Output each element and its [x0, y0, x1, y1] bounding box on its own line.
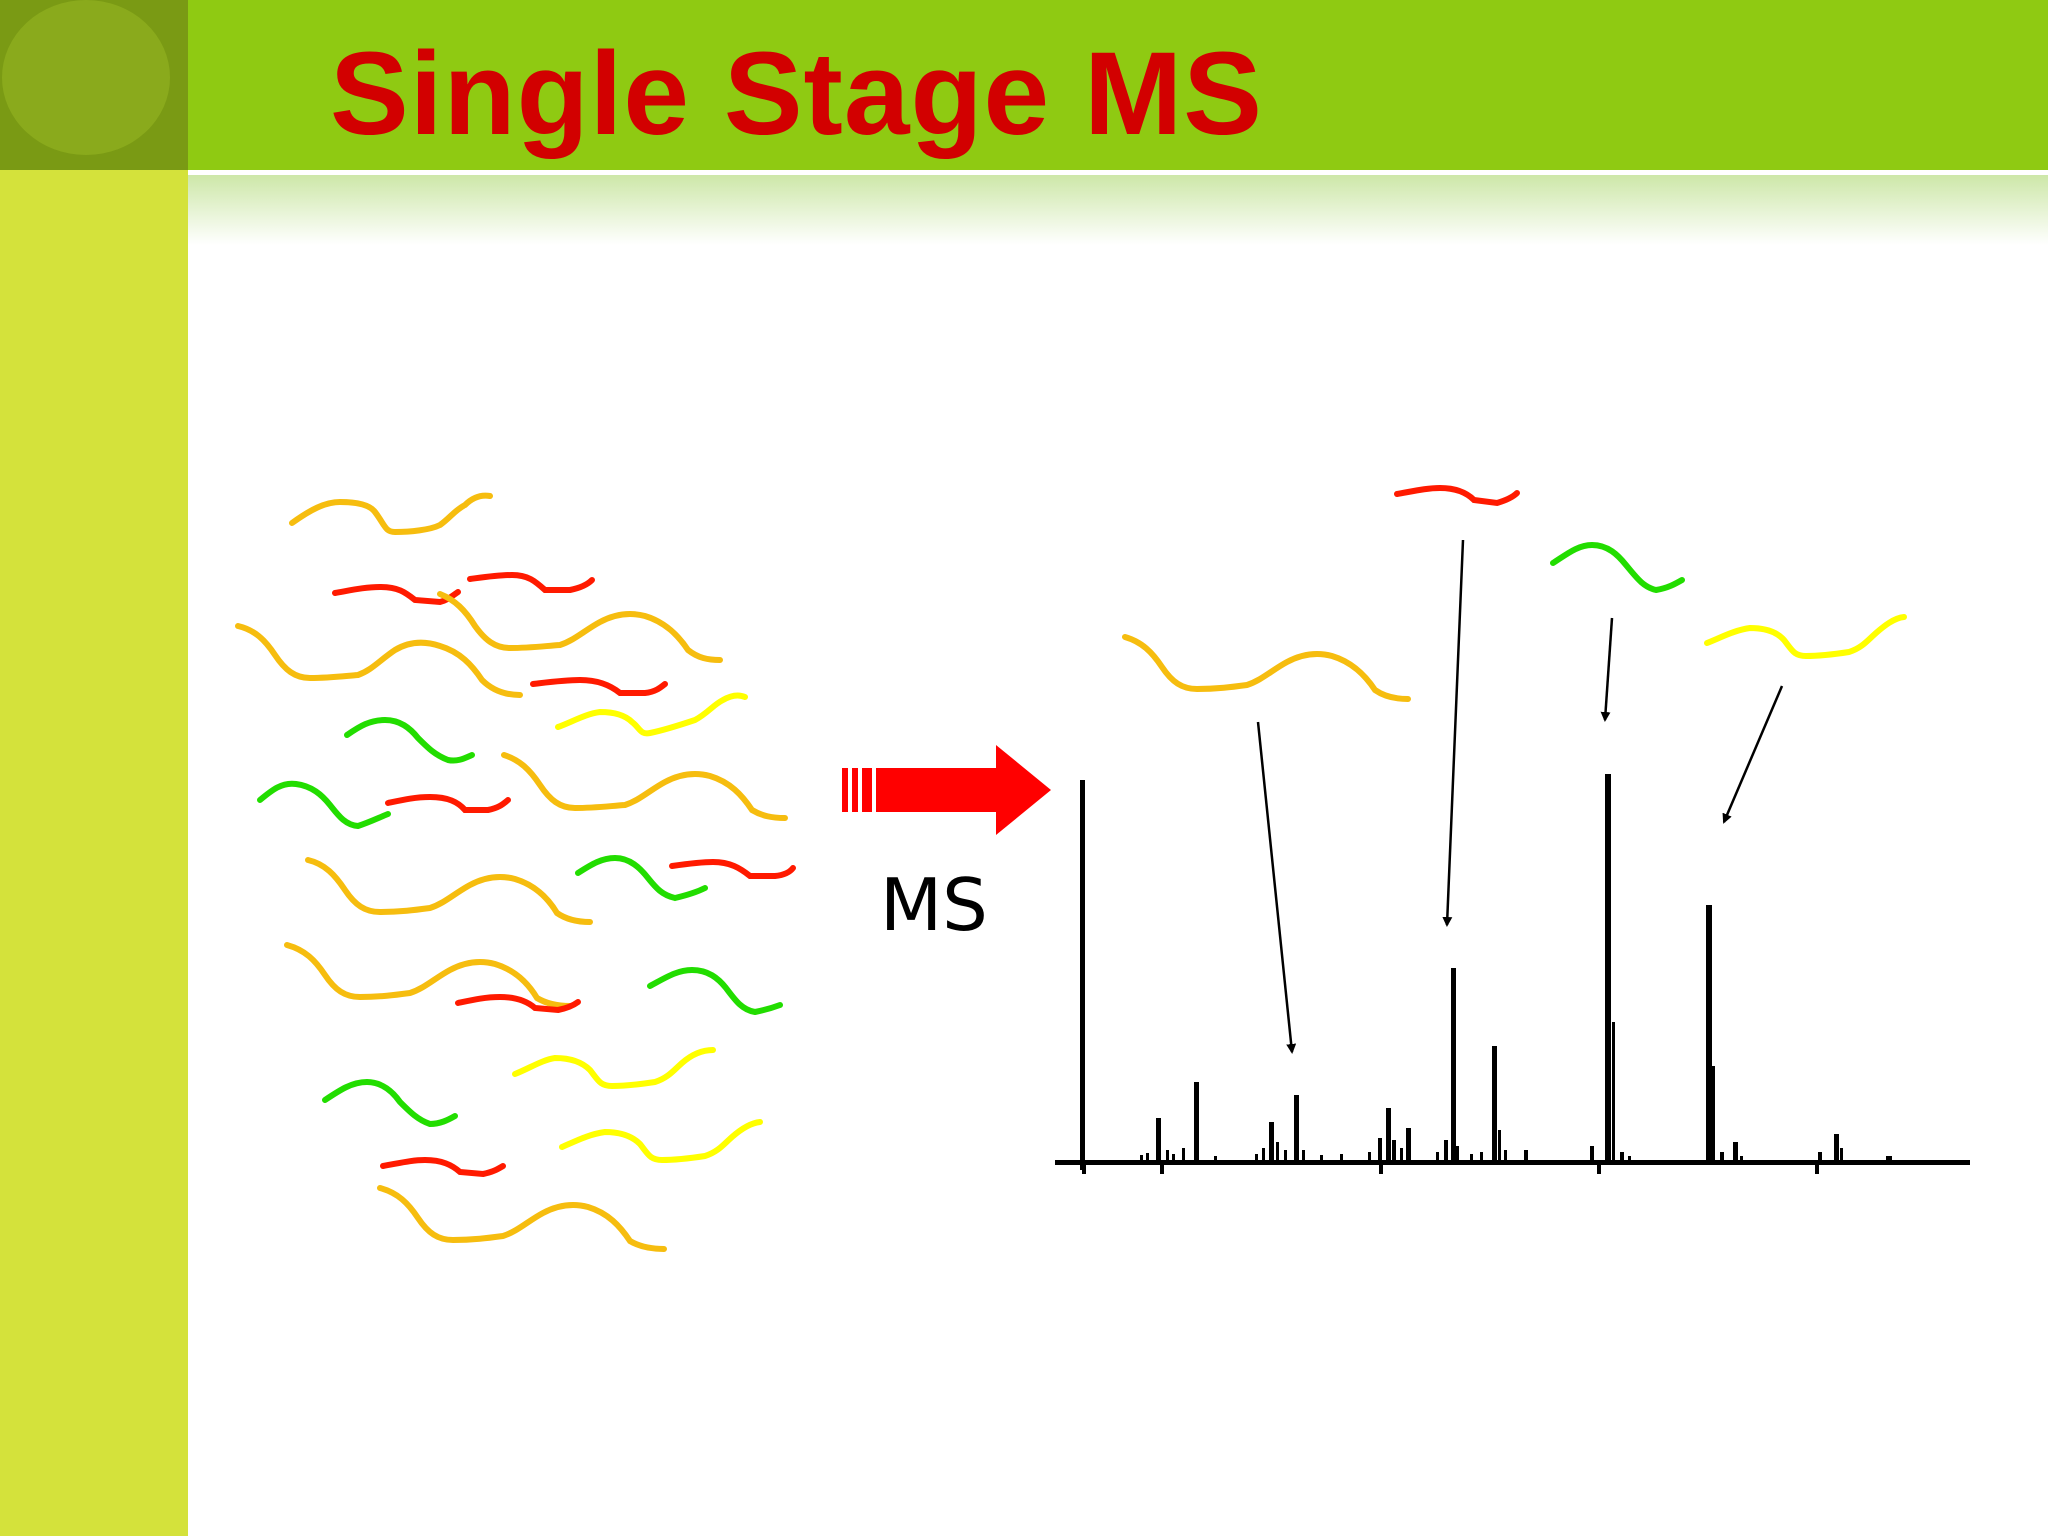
x-axis-tick [1379, 1160, 1383, 1174]
spectrum-noise [1392, 1140, 1396, 1162]
spectrum-noise [1276, 1142, 1279, 1162]
spectrum-peak [1386, 1108, 1391, 1162]
spectrum-noise [1368, 1152, 1371, 1162]
spectrum-peak [1834, 1134, 1839, 1162]
spectrum-noise [1480, 1152, 1483, 1162]
spectrum-noise [1320, 1155, 1323, 1162]
pointer-arrow-red [1442, 539, 1465, 927]
x-axis-tick [1815, 1160, 1819, 1174]
separated-peptide-red [1394, 484, 1520, 507]
process-arrow [842, 745, 1051, 835]
spectrum-noise [1166, 1150, 1169, 1162]
peptide-fragment [344, 716, 475, 764]
separated-peptide-orange [1122, 634, 1411, 702]
peptide-mixture [235, 492, 796, 1252]
x-axis-tick [1160, 1160, 1164, 1174]
separated-peptide-green [1550, 541, 1685, 594]
peptide-fragment [455, 993, 581, 1014]
spectrum-noise [1524, 1150, 1528, 1162]
slide-title: Single Stage MS [330, 28, 1263, 160]
pointer-arrow-yellow [1722, 685, 1784, 824]
peptide-fragment [647, 966, 783, 1016]
spectrum-noise [1620, 1152, 1624, 1162]
spectrum-noise [1182, 1148, 1185, 1162]
separated-peptides [1122, 484, 1907, 702]
spectrum-noise [1302, 1150, 1305, 1162]
peptide-fragment [530, 676, 668, 696]
pointer-arrow-orange [1256, 721, 1297, 1054]
header-divider-line [188, 170, 2048, 175]
x-axis-tick [1082, 1160, 1086, 1174]
spectrum-noise [1590, 1146, 1594, 1162]
spectrum-noise [1146, 1153, 1149, 1162]
pointer-arrow-green [1600, 617, 1614, 722]
peptide-fragment [559, 1119, 763, 1164]
spectrum-peak [1733, 1142, 1738, 1162]
mass-spectrum [1055, 774, 1970, 1174]
header-band [188, 0, 2048, 170]
peptide-fragment [575, 854, 708, 902]
spectrum-peak [1706, 905, 1712, 1162]
peptide-fragment [501, 752, 788, 821]
spectrum-noise [1470, 1154, 1473, 1162]
spectrum-peak [1194, 1082, 1199, 1162]
spectrum-noise [1262, 1148, 1265, 1162]
spectrum-noise [1840, 1148, 1843, 1162]
spectrum-noise [1255, 1154, 1258, 1162]
x-axis-tick [1597, 1160, 1601, 1174]
left-side-bar [0, 170, 188, 1536]
spectrum-peak [1605, 774, 1611, 1162]
spectrum-peak [1451, 968, 1456, 1162]
spectrum-noise [1436, 1152, 1439, 1162]
peptide-fragment [380, 1156, 506, 1178]
spectrum-peak [1269, 1122, 1274, 1162]
peptide-fragment [289, 492, 493, 536]
header-fade [188, 175, 2048, 245]
spectrum-noise [1612, 1022, 1615, 1162]
peptide-fragment [284, 942, 573, 1009]
peptide-fragment [512, 1047, 716, 1090]
peptide-fragment [377, 1185, 667, 1252]
peptide-fragment [235, 623, 523, 698]
header-corner [0, 0, 188, 170]
peptide-fragment [437, 591, 723, 663]
spectrum-noise [1628, 1156, 1631, 1162]
spectrum-noise [1214, 1156, 1217, 1162]
spectrum-noise [1400, 1148, 1403, 1162]
spectrum-noise [1284, 1150, 1287, 1162]
peptide-fragment [305, 857, 593, 925]
process-label: MS [880, 863, 988, 947]
spectrum-noise [1818, 1152, 1822, 1162]
separated-peptide-yellow [1704, 614, 1907, 660]
spectrum-noise [1712, 1066, 1715, 1162]
spectrum-peak [1156, 1118, 1161, 1162]
peptide-fragment [555, 692, 748, 737]
peptide-fragment [467, 571, 595, 593]
spectrum-noise [1340, 1154, 1343, 1162]
spectrum-noise [1720, 1152, 1724, 1162]
spectrum-noise [1140, 1155, 1143, 1162]
spectrum-x-axis [1055, 1160, 1970, 1165]
spectrum-noise [1740, 1156, 1743, 1162]
peak-pointers [1256, 539, 1784, 1054]
spectrum-peak [1406, 1128, 1411, 1162]
spectrum-noise [1504, 1150, 1507, 1162]
header-circle-ornament [2, 0, 170, 155]
spectrum-noise [1886, 1156, 1892, 1162]
spectrum-peak [1294, 1095, 1299, 1162]
spectrum-y-axis [1080, 780, 1085, 1170]
spectrum-noise [1172, 1154, 1175, 1162]
peptide-fragment [257, 780, 391, 830]
peptide-fragment [669, 858, 796, 879]
spectrum-noise [1444, 1140, 1448, 1162]
peptide-fragment [385, 793, 511, 813]
spectrum-peak [1492, 1046, 1497, 1162]
spectrum-noise [1498, 1130, 1501, 1162]
spectrum-noise [1456, 1146, 1459, 1162]
spectrum-noise [1378, 1138, 1382, 1162]
peptide-fragment [322, 1078, 458, 1128]
